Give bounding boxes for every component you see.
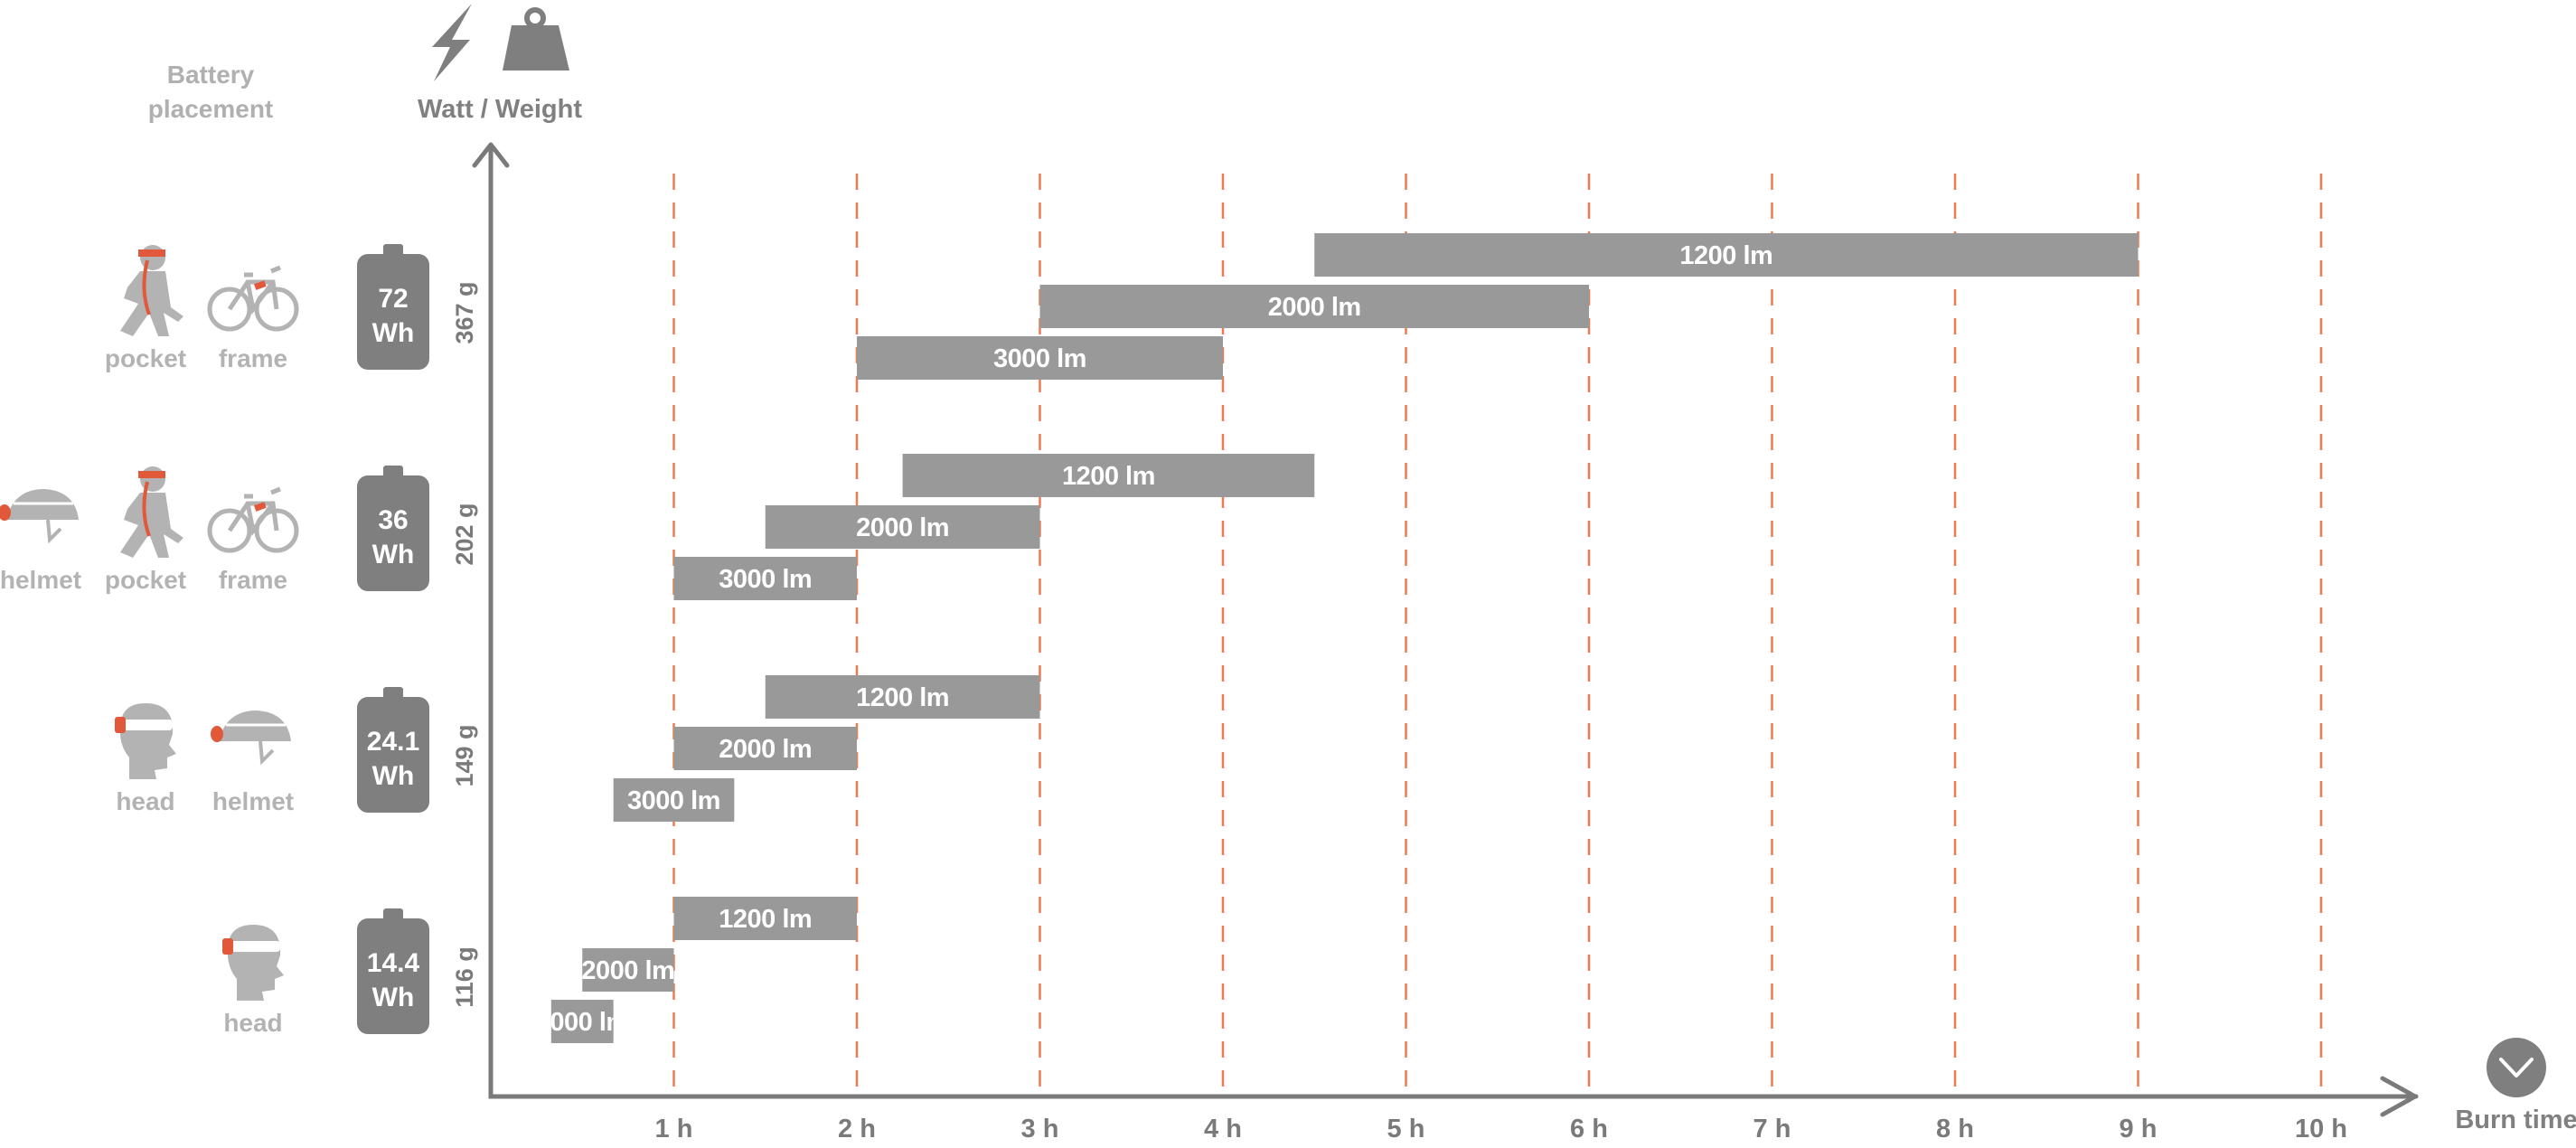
bar-rect bbox=[1039, 285, 1589, 328]
head-icon bbox=[222, 925, 284, 1001]
placement-icons: head bbox=[222, 925, 284, 1037]
burn-time-label: Burn time bbox=[2455, 1106, 2576, 1134]
bar-rect bbox=[857, 336, 1223, 380]
watt-weight-label: Watt / Weight bbox=[418, 95, 582, 124]
bar-rect bbox=[1314, 233, 2139, 277]
chevron-down-circle-icon[interactable] bbox=[2487, 1038, 2546, 1097]
battery-group-1: 72 Wh 367 g pocket frame bbox=[105, 244, 478, 372]
bike-frame-icon bbox=[207, 486, 299, 553]
bar-label: 3000 lm bbox=[627, 786, 720, 815]
bar-3000lm-group3: 3000 lm bbox=[613, 778, 735, 822]
placement-icons: pocket frame bbox=[105, 245, 299, 372]
pocket-person-icon bbox=[120, 245, 183, 336]
bar-1200lm-group2: 1200 lm bbox=[902, 454, 1315, 497]
placement-icons: helmet pocket frame bbox=[0, 466, 299, 594]
placement-label: frame bbox=[219, 344, 287, 372]
bar-rect bbox=[550, 1000, 614, 1043]
bar-2000lm-group4: 2000 lm bbox=[581, 948, 674, 992]
bar-2000lm-group2: 2000 lm bbox=[765, 505, 1040, 549]
head-icon bbox=[115, 703, 176, 779]
x-tick-label: 4 h bbox=[1204, 1115, 1242, 1143]
bar-1200lm-group3: 1200 lm bbox=[765, 675, 1040, 719]
bar-label: 1200 lm bbox=[1062, 462, 1155, 491]
bar-rect bbox=[673, 897, 857, 940]
battery-capacity-text: 24.1 bbox=[367, 727, 419, 757]
weight-label: 149 g bbox=[451, 724, 478, 786]
battery-capacity-text: Wh bbox=[372, 761, 415, 791]
placement-icons: head helmet bbox=[115, 703, 294, 815]
bar-label: 2000 lm bbox=[1268, 293, 1361, 322]
x-tick-label: 8 h bbox=[1936, 1115, 1974, 1143]
x-tick-label: 1 h bbox=[655, 1115, 693, 1143]
x-tick-label: 6 h bbox=[1570, 1115, 1608, 1143]
placement-label: pocket bbox=[105, 344, 186, 372]
battery-capacity-text: 14.4 bbox=[367, 948, 420, 978]
bar-2000lm-group3: 2000 lm bbox=[673, 727, 857, 770]
x-tick-label: 5 h bbox=[1387, 1115, 1425, 1143]
weight-label: 116 g bbox=[451, 946, 478, 1008]
bar-label: 3000 lm bbox=[993, 344, 1086, 373]
x-tick-label: 3 h bbox=[1021, 1115, 1059, 1143]
bar-3000lm-group4: 3000 lm bbox=[536, 1000, 629, 1043]
bar-label: 2000 lm bbox=[719, 735, 812, 764]
bar-label: 1200 lm bbox=[856, 683, 949, 712]
bike-frame-icon bbox=[207, 265, 299, 332]
bar-3000lm-group1: 3000 lm bbox=[857, 336, 1223, 380]
bar-3000lm-group2: 3000 lm bbox=[673, 557, 857, 600]
bar-2000lm-group1: 2000 lm bbox=[1039, 285, 1589, 328]
bar-label: 1200 lm bbox=[719, 905, 812, 934]
bar-1200lm-group4: 1200 lm bbox=[673, 897, 857, 940]
placement-label: head bbox=[116, 787, 174, 815]
lightning-bolt-icon bbox=[432, 4, 472, 81]
battery-capacity-text: 72 bbox=[378, 284, 408, 314]
bar-label: 2000 lm bbox=[856, 513, 949, 542]
battery-group-3: 24.1 Wh 149 g head helmet bbox=[115, 687, 478, 815]
weight-label: 367 g bbox=[451, 281, 478, 343]
x-tick-label: 9 h bbox=[2120, 1115, 2158, 1143]
bar-label: 1200 lm bbox=[1679, 241, 1772, 270]
placement-label: pocket bbox=[105, 566, 186, 594]
bar-label: 3000 lm bbox=[719, 565, 812, 594]
pocket-person-icon bbox=[120, 466, 183, 558]
battery-group-4: 14.4 Wh 116 g head bbox=[222, 908, 478, 1037]
bar-label: 3000 lm bbox=[536, 1008, 629, 1037]
placement-label: helmet bbox=[0, 566, 81, 594]
weight-icon bbox=[503, 7, 569, 71]
battery-icon: 72 Wh bbox=[357, 244, 429, 370]
placement-label: head bbox=[223, 1009, 282, 1037]
weight-label: 202 g bbox=[451, 503, 478, 565]
battery-capacity-text: Wh bbox=[372, 983, 415, 1012]
battery-icon: 36 Wh bbox=[357, 466, 429, 591]
bar-rect bbox=[902, 454, 1315, 497]
battery-icon: 14.4 Wh bbox=[357, 908, 429, 1034]
battery-capacity-text: Wh bbox=[372, 318, 415, 348]
placement-label: helmet bbox=[212, 787, 294, 815]
bar-rect bbox=[613, 778, 735, 822]
placement-header-line2: placement bbox=[148, 95, 274, 123]
bar-rect bbox=[765, 505, 1040, 549]
bar-rect bbox=[673, 727, 857, 770]
x-tick-label: 10 h bbox=[2295, 1115, 2347, 1143]
bar-rect bbox=[582, 948, 674, 992]
bar-label: 2000 lm bbox=[581, 956, 674, 985]
bar-1200lm-group1: 1200 lm bbox=[1314, 233, 2139, 277]
x-tick-label: 2 h bbox=[838, 1115, 876, 1143]
bar-rect bbox=[673, 557, 857, 600]
chart-axes bbox=[472, 142, 2419, 1117]
battery-capacity-text: 36 bbox=[378, 505, 408, 535]
battery-capacity-text: Wh bbox=[372, 540, 415, 569]
battery-icon: 24.1 Wh bbox=[357, 687, 429, 813]
placement-label: frame bbox=[219, 566, 287, 594]
placement-header-line1: Battery bbox=[167, 61, 255, 89]
helmet-icon bbox=[0, 489, 79, 544]
x-tick-label: 7 h bbox=[1753, 1115, 1791, 1143]
bar-rect bbox=[765, 675, 1040, 719]
helmet-icon bbox=[211, 710, 291, 766]
battery-group-2: 36 Wh 202 g helmet pocket frame bbox=[0, 466, 478, 594]
